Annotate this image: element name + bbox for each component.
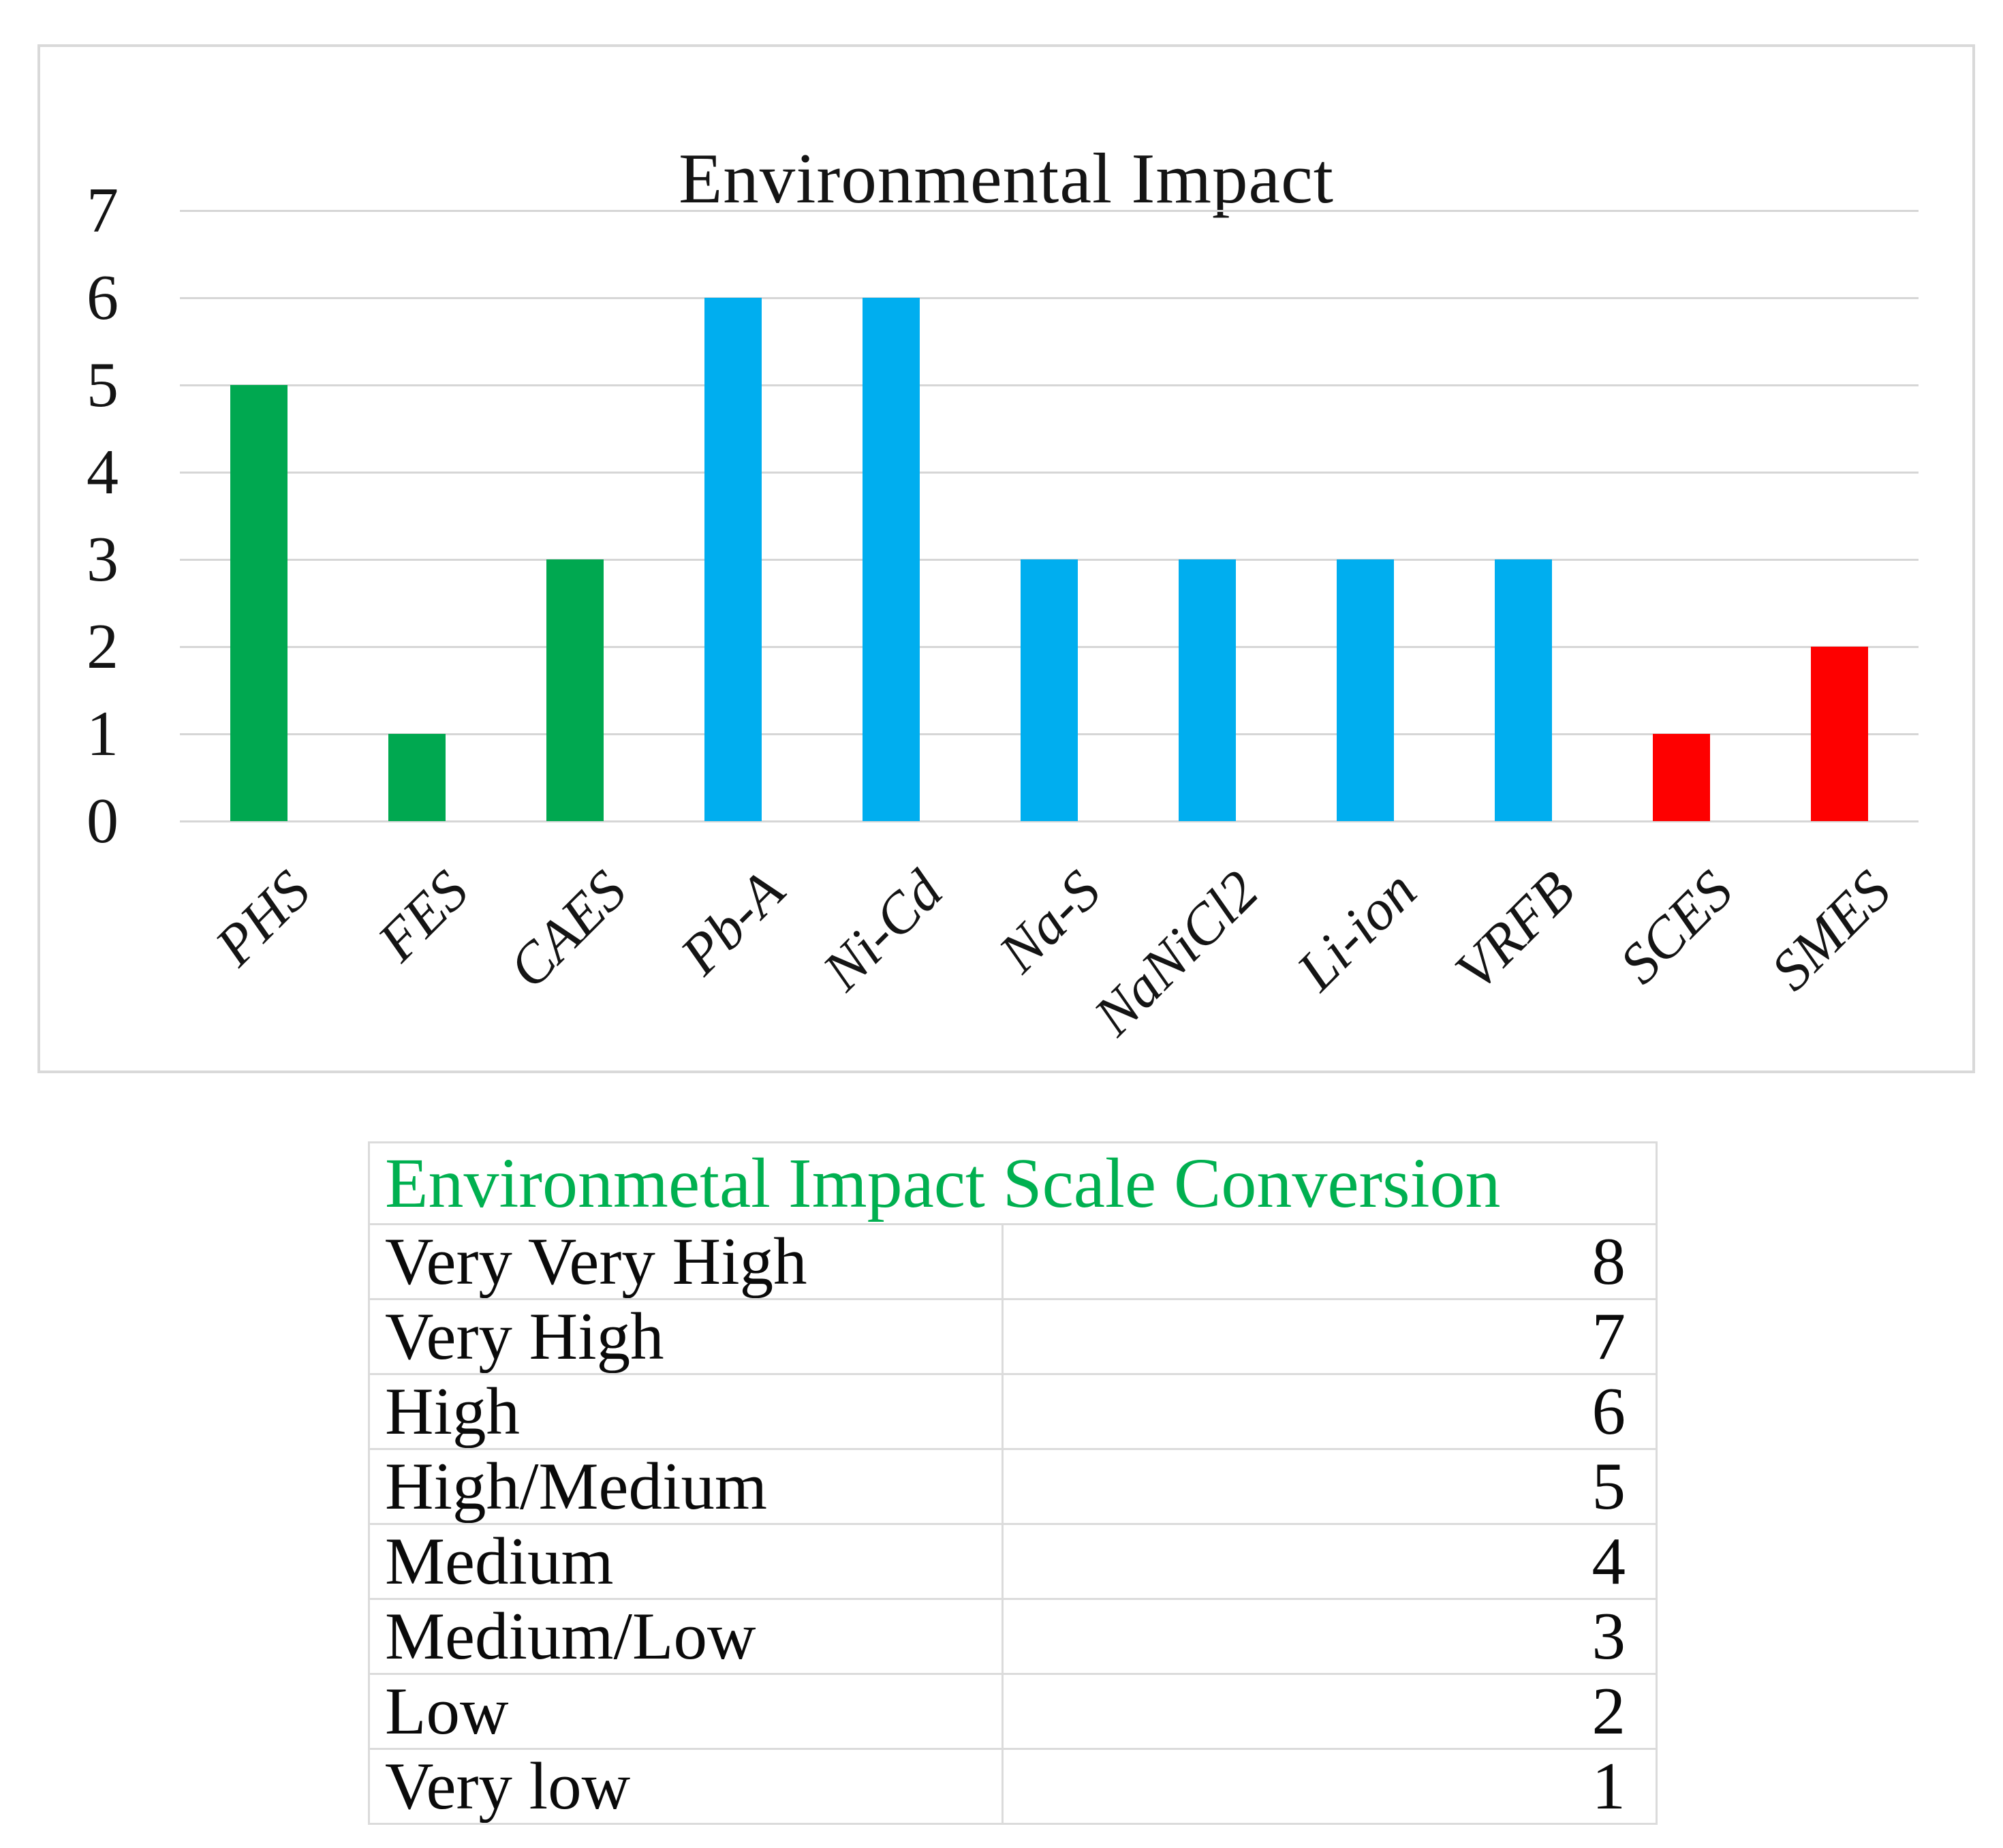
table-title-row: Environmetal Impact Scale Conversion: [367, 1141, 1658, 1225]
conversion-row-2: High 6: [368, 1373, 1658, 1450]
chart-title: Environmental Impact: [679, 138, 1334, 218]
y-axis-tick-label-0: 0: [87, 786, 119, 857]
y-axis-tick-label-4: 4: [87, 437, 119, 508]
bar-caes: [546, 559, 604, 821]
conversion-label: Medium/Low: [368, 1598, 1004, 1675]
conversion-value: 4: [1001, 1523, 1658, 1600]
conversion-row-4: Medium 4: [368, 1523, 1658, 1600]
bar-pb-a: [704, 298, 762, 821]
conversion-label: High: [368, 1373, 1004, 1450]
y-axis-tick-label-2: 2: [87, 611, 119, 682]
conversion-label: Medium: [368, 1523, 1004, 1600]
bar-na-s: [1021, 559, 1078, 821]
conversion-value: 6: [1001, 1373, 1658, 1450]
conversion-label: Very High: [368, 1298, 1004, 1375]
conversion-value: 5: [1001, 1448, 1658, 1525]
environmental-impact-chart-panel: Environmental Impact 7 6 5 4 3 2 1 0 PHS FES CAES P…: [37, 44, 1975, 1073]
conversion-value: 7: [1001, 1298, 1658, 1375]
gridline-y-5: [180, 384, 1919, 386]
impact-scale-conversion-table: Environmetal Impact Scale Conversion Ver…: [367, 1141, 1658, 1825]
bar-smes: [1811, 647, 1868, 821]
conversion-row-6: Low 2: [368, 1673, 1658, 1750]
bar-sces: [1653, 734, 1710, 821]
conversion-label: Very low: [368, 1748, 1004, 1825]
gridline-y-0: [180, 820, 1919, 822]
bar-vrfb: [1495, 559, 1552, 821]
y-axis-tick-label-1: 1: [87, 698, 119, 769]
bar-phs: [230, 385, 288, 821]
bar-fes: [388, 734, 446, 821]
y-axis-tick-label-6: 6: [87, 262, 119, 333]
conversion-value: 2: [1001, 1673, 1658, 1750]
conversion-label: Very Very High: [368, 1223, 1004, 1300]
conversion-row-0: Very Very High 8: [368, 1223, 1658, 1300]
conversion-value: 8: [1001, 1223, 1658, 1300]
y-axis-tick-label-7: 7: [87, 175, 119, 246]
conversion-label: High/Medium: [368, 1448, 1004, 1525]
conversion-label: Low: [368, 1673, 1004, 1750]
conversion-value: 1: [1001, 1748, 1658, 1825]
table-title: Environmetal Impact Scale Conversion: [367, 1141, 1658, 1225]
conversion-row-7: Very low 1: [368, 1748, 1658, 1825]
bar-nanicl2: [1179, 559, 1236, 821]
conversion-row-3: High/Medium 5: [368, 1448, 1658, 1525]
gridline-y-6: [180, 297, 1919, 299]
gridline-y-4: [180, 472, 1919, 474]
conversion-value: 3: [1001, 1598, 1658, 1675]
conversion-row-1: Very High 7: [368, 1298, 1658, 1375]
bar-ni-cd: [863, 298, 920, 821]
conversion-row-5: Medium/Low 3: [368, 1598, 1658, 1675]
y-axis-tick-label-3: 3: [87, 524, 119, 595]
gridline-y-7: [180, 210, 1919, 212]
y-axis-tick-label-5: 5: [87, 350, 119, 420]
bar-li-ion: [1337, 559, 1394, 821]
